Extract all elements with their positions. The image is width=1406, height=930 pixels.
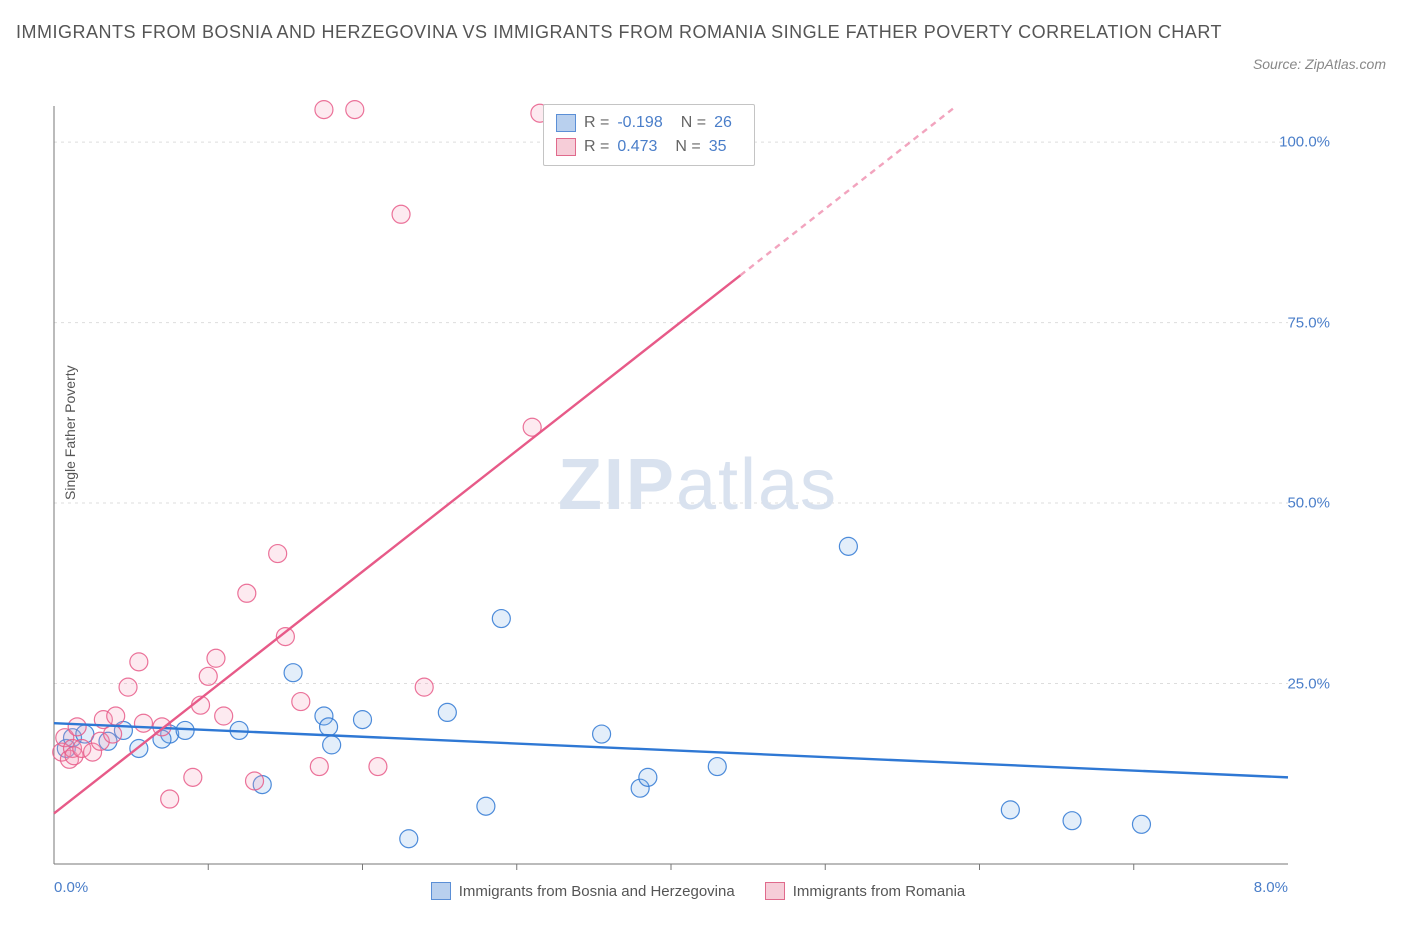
x-tick-label: 8.0% — [1254, 879, 1288, 896]
n-label: N = — [681, 111, 706, 135]
legend-item-romania: Immigrants from Romania — [765, 882, 966, 900]
scatter-chart — [48, 100, 1348, 870]
plot-area: Single Father Poverty ZIPatlas R = -0.19… — [48, 100, 1348, 870]
legend-swatch-pink — [556, 138, 576, 156]
n-value: 26 — [714, 111, 732, 135]
y-tick-label: 100.0% — [1279, 134, 1330, 151]
y-tick-label: 25.0% — [1287, 675, 1330, 692]
x-tick-label: 0.0% — [54, 879, 88, 896]
n-value: 35 — [709, 135, 727, 159]
legend-stats-box: R = -0.198 N = 26 R = 0.473 N = 35 — [543, 104, 755, 166]
legend-swatch-pink — [765, 882, 785, 900]
legend-label: Immigrants from Bosnia and Herzegovina — [459, 883, 735, 900]
r-label: R = — [584, 135, 609, 159]
r-value: -0.198 — [617, 111, 662, 135]
legend-stats-row-0: R = -0.198 N = 26 — [556, 111, 742, 135]
legend-bottom: Immigrants from Bosnia and Herzegovina I… — [48, 882, 1348, 900]
y-tick-label: 50.0% — [1287, 495, 1330, 512]
y-tick-label: 75.0% — [1287, 314, 1330, 331]
legend-label: Immigrants from Romania — [793, 883, 966, 900]
n-label: N = — [675, 135, 700, 159]
legend-stats-row-1: R = 0.473 N = 35 — [556, 135, 742, 159]
source-attribution: Source: ZipAtlas.com — [1253, 56, 1386, 72]
legend-item-bosnia: Immigrants from Bosnia and Herzegovina — [431, 882, 735, 900]
legend-swatch-blue — [431, 882, 451, 900]
r-value: 0.473 — [617, 135, 657, 159]
legend-swatch-blue — [556, 114, 576, 132]
r-label: R = — [584, 111, 609, 135]
chart-title: IMMIGRANTS FROM BOSNIA AND HERZEGOVINA V… — [16, 18, 1226, 47]
